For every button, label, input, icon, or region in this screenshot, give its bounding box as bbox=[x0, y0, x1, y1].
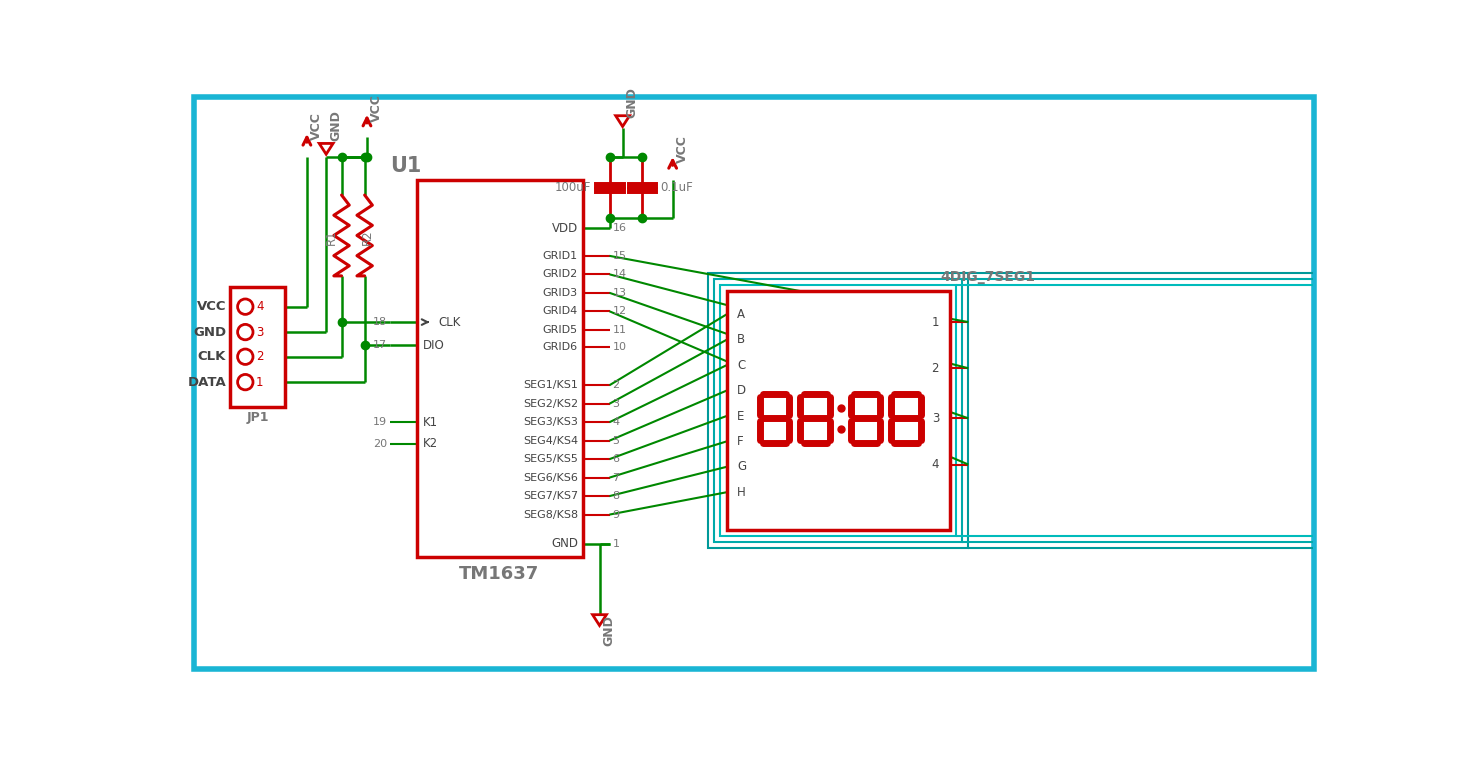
Text: 16: 16 bbox=[612, 223, 627, 233]
Text: SEG3/KS3: SEG3/KS3 bbox=[524, 417, 578, 427]
Text: VCC: VCC bbox=[310, 112, 324, 140]
Text: VCC: VCC bbox=[371, 94, 382, 122]
Text: GRID4: GRID4 bbox=[543, 307, 578, 317]
Text: 12: 12 bbox=[612, 307, 627, 317]
Text: 4: 4 bbox=[612, 417, 619, 427]
Text: DATA: DATA bbox=[187, 376, 227, 389]
Text: 8: 8 bbox=[612, 491, 619, 501]
Text: H: H bbox=[737, 486, 746, 499]
Bar bbox=[416, 180, 583, 557]
Text: TM1637: TM1637 bbox=[459, 565, 540, 583]
Text: SEG7/KS7: SEG7/KS7 bbox=[522, 491, 578, 501]
Text: VCC: VCC bbox=[675, 135, 688, 162]
Text: 3: 3 bbox=[931, 412, 938, 425]
Text: R2: R2 bbox=[362, 229, 374, 245]
Text: 5: 5 bbox=[612, 436, 619, 446]
Text: B: B bbox=[737, 333, 746, 346]
Text: DIO: DIO bbox=[424, 339, 444, 351]
Text: 2: 2 bbox=[256, 350, 263, 364]
Text: 10: 10 bbox=[612, 342, 627, 352]
Text: 0.1uF: 0.1uF bbox=[660, 181, 693, 194]
Text: 14: 14 bbox=[612, 269, 627, 279]
Text: GRID2: GRID2 bbox=[543, 269, 578, 279]
Text: 15: 15 bbox=[612, 251, 627, 261]
Text: SEG1/KS1: SEG1/KS1 bbox=[524, 380, 578, 390]
Text: 6: 6 bbox=[612, 454, 619, 465]
Bar bbox=[229, 288, 285, 407]
Text: GRID5: GRID5 bbox=[543, 325, 578, 335]
Text: R1: R1 bbox=[325, 229, 338, 245]
Bar bbox=[715, 279, 962, 542]
Text: 11: 11 bbox=[612, 325, 627, 335]
Text: 4: 4 bbox=[256, 300, 263, 313]
Text: D: D bbox=[737, 384, 746, 397]
Text: 4: 4 bbox=[931, 458, 938, 471]
Text: SEG2/KS2: SEG2/KS2 bbox=[522, 398, 578, 408]
Text: GND: GND bbox=[552, 537, 578, 550]
Text: CLK: CLK bbox=[197, 350, 227, 364]
Text: U1: U1 bbox=[390, 156, 421, 176]
Text: SEG5/KS5: SEG5/KS5 bbox=[524, 454, 578, 465]
Text: E: E bbox=[737, 410, 744, 423]
Text: SEG4/KS4: SEG4/KS4 bbox=[522, 436, 578, 446]
Text: 4DIG_7SEG1: 4DIG_7SEG1 bbox=[941, 270, 1036, 285]
Text: GRID6: GRID6 bbox=[543, 342, 578, 352]
Text: 20: 20 bbox=[372, 439, 387, 449]
Text: A: A bbox=[737, 308, 746, 321]
Text: GND: GND bbox=[193, 326, 227, 339]
Text: 100uF: 100uF bbox=[555, 181, 591, 194]
Text: C: C bbox=[737, 359, 746, 372]
Text: 1: 1 bbox=[256, 376, 263, 389]
Text: GRID3: GRID3 bbox=[543, 288, 578, 298]
Text: GRID1: GRID1 bbox=[543, 251, 578, 261]
Text: 18: 18 bbox=[372, 317, 387, 327]
Text: 13: 13 bbox=[612, 288, 627, 298]
Bar bbox=[727, 291, 950, 530]
Text: 19: 19 bbox=[372, 417, 387, 427]
Text: 7: 7 bbox=[612, 473, 619, 483]
Text: 3: 3 bbox=[612, 398, 619, 408]
Text: 3: 3 bbox=[256, 326, 263, 339]
Text: GND: GND bbox=[603, 615, 615, 645]
Text: CIRCUIT: CIRCUIT bbox=[275, 292, 1269, 506]
Text: 2: 2 bbox=[612, 380, 619, 390]
Text: K2: K2 bbox=[424, 437, 438, 450]
Text: 17: 17 bbox=[372, 340, 387, 350]
Text: 9: 9 bbox=[612, 509, 619, 520]
Bar bbox=[708, 272, 968, 549]
Text: 1: 1 bbox=[612, 539, 619, 549]
Text: 1: 1 bbox=[931, 316, 938, 329]
Text: CLK: CLK bbox=[438, 316, 460, 329]
Text: 2: 2 bbox=[931, 362, 938, 375]
Text: SEG8/KS8: SEG8/KS8 bbox=[522, 509, 578, 520]
Text: G: G bbox=[737, 461, 746, 474]
Text: GND: GND bbox=[625, 87, 638, 118]
Text: VCC: VCC bbox=[197, 300, 227, 313]
Text: SEG6/KS6: SEG6/KS6 bbox=[524, 473, 578, 483]
Text: GND: GND bbox=[330, 110, 343, 141]
Text: K1: K1 bbox=[424, 416, 438, 429]
Text: F: F bbox=[737, 435, 744, 448]
Text: VDD: VDD bbox=[552, 222, 578, 235]
Text: JP1: JP1 bbox=[246, 411, 269, 424]
Bar bbox=[721, 285, 956, 536]
